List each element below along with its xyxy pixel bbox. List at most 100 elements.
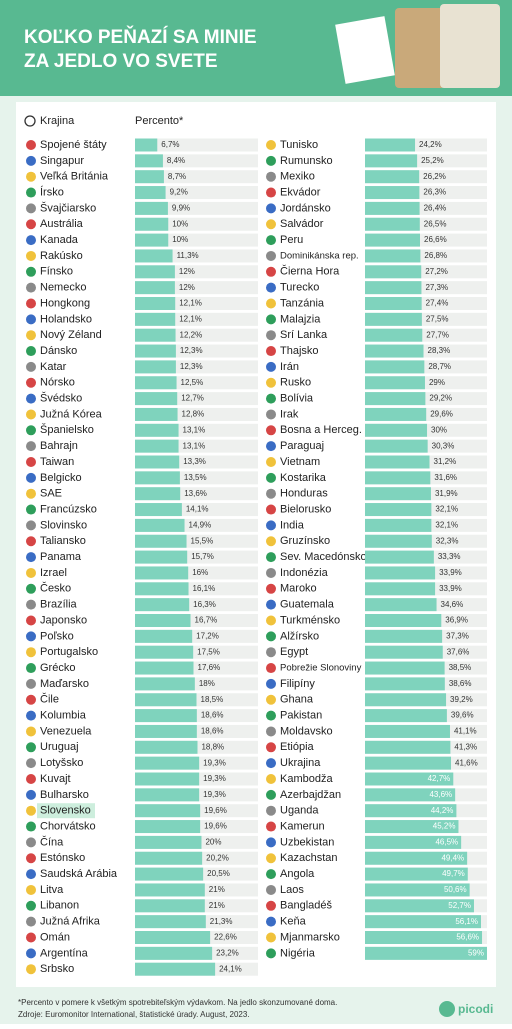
flag (266, 678, 276, 689)
bar (135, 566, 189, 580)
category-label: Južná Afrika (40, 916, 101, 928)
flag (26, 631, 36, 642)
value-label: 43,6% (429, 790, 452, 799)
title-line: KOĽKO PEŇAZÍ SA MINIE (24, 26, 257, 48)
bar (365, 740, 451, 754)
category-label: Spojené štáty (40, 139, 107, 151)
flag (266, 140, 276, 150)
value-label: 12,1% (179, 314, 202, 323)
category-label: Tunisko (280, 139, 318, 151)
category-label: Jordánsko (280, 202, 331, 214)
flag (266, 631, 276, 642)
bar (365, 217, 420, 231)
category-label: Egypt (280, 646, 308, 658)
bar (135, 503, 182, 517)
bar (365, 788, 456, 802)
value-label: 18% (199, 679, 215, 688)
bar (135, 740, 198, 754)
bar (365, 423, 428, 437)
flag (266, 203, 276, 214)
value-label: 20,5% (207, 869, 230, 878)
bar (365, 439, 428, 453)
bar (365, 186, 420, 200)
flag (266, 758, 276, 769)
category-label: Angola (280, 868, 315, 880)
bar (135, 439, 179, 453)
flag (266, 869, 276, 880)
value-label: 12,5% (181, 378, 204, 387)
flag (26, 346, 36, 357)
bar (135, 170, 164, 184)
flag (266, 805, 276, 816)
value-label: 15,5% (191, 536, 214, 545)
category-label: Kazachstan (280, 852, 337, 864)
category-label: Rakúsko (40, 250, 83, 262)
bar (365, 328, 423, 342)
bar (365, 883, 470, 897)
value-label: 24,1% (219, 964, 242, 973)
flag (266, 948, 276, 959)
category-label: Salvádor (280, 218, 324, 230)
flag (266, 250, 276, 261)
value-label: 56,1% (455, 917, 478, 926)
value-label: 12,1% (179, 299, 202, 308)
bar (365, 312, 422, 326)
category-label: Chorvátsko (40, 820, 96, 832)
flag (266, 441, 276, 452)
category-label: Taliansko (40, 535, 86, 547)
column-header: Percento* (135, 115, 184, 127)
value-label: 46,5% (435, 838, 458, 847)
flag (26, 615, 36, 626)
category-label: Katar (40, 361, 67, 373)
flag (26, 567, 36, 578)
flag (266, 377, 276, 388)
flag (26, 409, 36, 420)
flag (26, 710, 36, 721)
category-label: Belgicko (40, 472, 82, 484)
value-label: 44,2% (431, 806, 454, 815)
value-label: 13,5% (184, 473, 207, 482)
value-label: 42,7% (428, 774, 451, 783)
bar (135, 724, 197, 738)
bar (135, 598, 190, 612)
bar (135, 297, 176, 310)
category-label: Kolumbia (40, 710, 87, 722)
bar (365, 407, 427, 421)
value-label: 50,6% (444, 885, 467, 894)
category-label: Veľká Británia (40, 171, 109, 183)
flag (26, 869, 36, 880)
bar (365, 804, 457, 818)
flag (26, 504, 36, 515)
flag (266, 726, 276, 737)
flag (26, 536, 36, 547)
category-label: Estónsko (40, 852, 85, 864)
value-label: 36,9% (445, 616, 468, 625)
category-label: Nový Zéland (40, 329, 102, 341)
flag (26, 583, 36, 594)
receipt-illustration (335, 16, 395, 84)
bar (135, 677, 195, 691)
category-label: Srí Lanka (280, 329, 328, 341)
flag (266, 504, 276, 515)
bar-track (135, 170, 258, 184)
bag-illustration (395, 8, 445, 88)
flag (26, 425, 36, 436)
flag (266, 884, 276, 895)
bar (365, 392, 426, 406)
value-label: 30% (431, 425, 447, 434)
flag (26, 457, 36, 467)
category-label: Čile (40, 693, 59, 706)
category-label: Maroko (280, 583, 317, 595)
bar (365, 709, 447, 723)
flag (26, 203, 36, 214)
bar (135, 534, 187, 548)
flag (266, 346, 276, 357)
category-label: Alžírsko (280, 630, 319, 642)
bar (135, 835, 202, 849)
category-label: Indonézia (280, 567, 329, 579)
bar (135, 804, 201, 818)
bar (135, 328, 176, 342)
bar (365, 899, 474, 913)
value-label: 22,6% (214, 933, 237, 942)
value-label: 20,2% (206, 853, 229, 862)
